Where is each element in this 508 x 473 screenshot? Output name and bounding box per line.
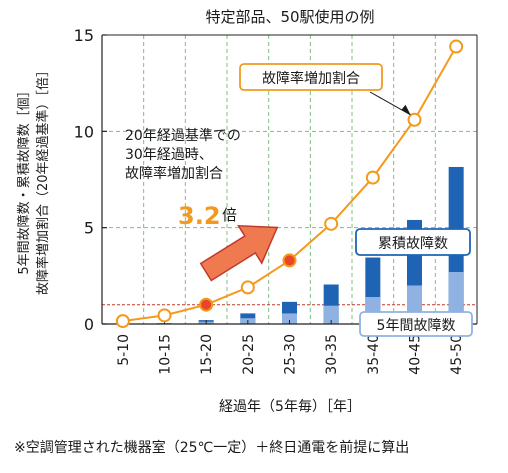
legend-five-year-label: 5年間故障数	[377, 318, 456, 334]
y-axis-label-2: 故障率増加割合（20年経過基準）［倍］	[35, 64, 51, 295]
failure-rate-point-40-45	[407, 112, 422, 127]
legend-failure-rate-box	[239, 63, 383, 91]
y-tick-label: 5	[84, 219, 94, 238]
annotation-line-2: 30年経過時、	[125, 147, 213, 163]
x-tick-label: 15-20	[199, 334, 215, 375]
failure-rate-point-5-10	[115, 314, 130, 329]
annotation-arrow	[199, 224, 279, 282]
x-axis-label: 経過年（5年毎）［年］	[219, 399, 361, 415]
x-tick-label: 35-40	[366, 334, 382, 375]
legend-five-year-box	[359, 311, 473, 337]
x-tick-label: 40-45	[408, 334, 424, 375]
bar-five-year-25-30	[282, 313, 297, 324]
y-tick-label: 0	[84, 315, 94, 334]
annotation-unit: 倍	[222, 206, 237, 224]
failure-rate-point-10-15	[157, 308, 172, 323]
failure-rate-point-20-25	[240, 280, 255, 295]
x-tick-label: 25-30	[283, 334, 299, 375]
x-tick-label: 5-10	[116, 334, 132, 366]
chart-title: 特定部品、50駅使用の例	[205, 8, 374, 26]
failure-rate-point-45-50	[449, 39, 464, 54]
chart: 特定部品、50駅使用の例 0 5 10 15 5-10 10-15 15-20 20-25 25-…	[17, 8, 478, 415]
x-tick-label: 45-50	[449, 334, 465, 375]
legend-failure-rate-arrowhead	[401, 104, 411, 115]
failure-rate-point-35-40	[365, 170, 380, 185]
legend-cumulative-box	[355, 228, 471, 256]
annotation-line-1: 20年経過基準での	[125, 127, 241, 144]
failure-rate-point-30-35	[324, 216, 339, 231]
annotation-line-3: 故障率増加割合	[125, 165, 223, 182]
bar-five-year-30-35	[323, 305, 339, 324]
y-tick-label: 15	[74, 26, 94, 45]
bar-five-year-45-50	[448, 271, 464, 324]
x-tick-label: 10-15	[158, 334, 174, 375]
legend-failure-rate-label: 故障率増加割合	[262, 70, 360, 87]
x-tick-label: 20-25	[241, 334, 257, 375]
legend-cumulative-label: 累積故障数	[378, 236, 448, 252]
annotation-value: 3.2	[178, 202, 221, 230]
y-axis-label-1: 5年間故障数・累積故障数［個］	[17, 84, 32, 274]
failure-rate-point-15-20	[199, 297, 214, 312]
y-tick-label: 10	[74, 122, 94, 141]
annotation-arrow-shape	[199, 224, 279, 282]
x-tick-label: 30-35	[324, 334, 340, 375]
failure-rate-point-25-30	[282, 253, 297, 268]
footnote: ※空調管理された機器室（25℃一定）＋終日通電を前提に算出	[14, 440, 410, 456]
